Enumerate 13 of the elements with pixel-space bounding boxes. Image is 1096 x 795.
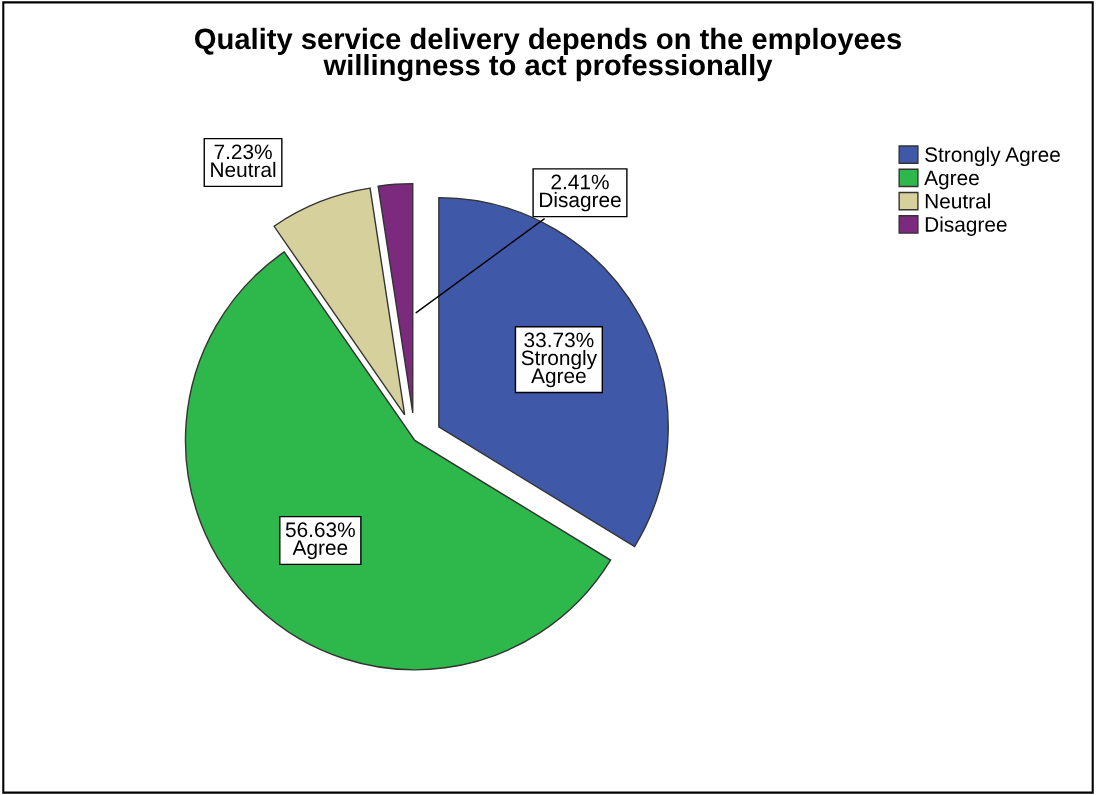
data-label: 33.73% <box>524 332 594 348</box>
slice-label: Strongly Agree <box>521 349 598 388</box>
slice-label: Disagree <box>540 191 621 212</box>
slice-label: Neutral <box>211 161 276 178</box>
chart-title: Quality service delivery depends on the employees willingness to act professionally <box>195 27 902 82</box>
legend-label: Disagree <box>925 216 1007 236</box>
legend-label: Strongly Agree <box>925 146 1060 167</box>
slice-label: Agree <box>292 540 348 560</box>
legend-label: Neutral <box>925 193 990 209</box>
legend-label: Agree <box>924 170 979 190</box>
data-label: 56.63% <box>285 522 355 538</box>
data-label: 7.23% <box>214 144 272 160</box>
data-label: 2.41% <box>551 174 609 190</box>
